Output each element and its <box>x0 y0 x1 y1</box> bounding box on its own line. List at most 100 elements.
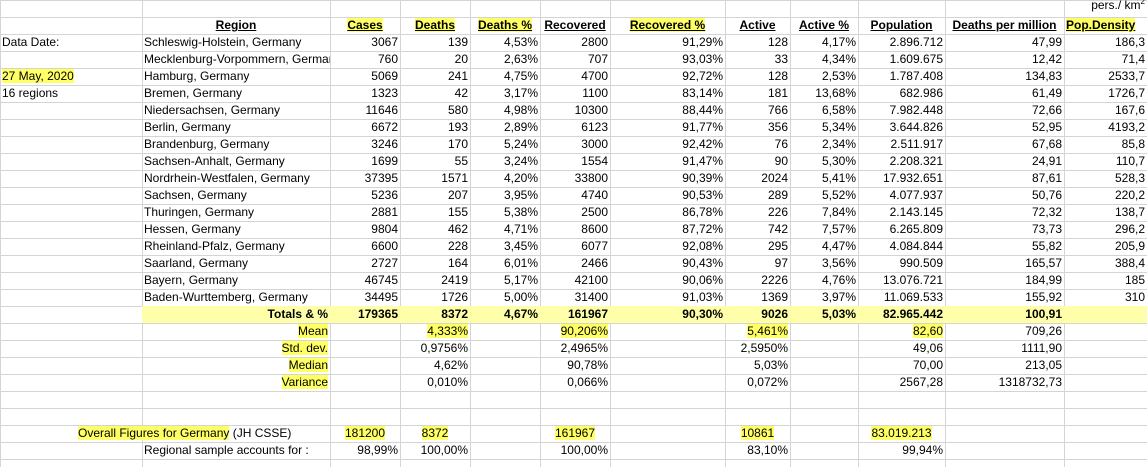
stat-dpm[interactable]: 49,06 <box>858 340 945 356</box>
data-cell[interactable]: 17.932.651 <box>882 171 943 185</box>
data-cell[interactable]: 13.076.721 <box>882 273 943 287</box>
data-cell[interactable]: 3,97% <box>821 290 856 304</box>
data-cell[interactable]: 4,98% <box>503 103 538 117</box>
data-cell[interactable]: 1.609.675 <box>889 52 943 66</box>
stat-dpm[interactable]: 2567,28 <box>858 374 945 390</box>
data-cell[interactable]: 3246 <box>371 137 398 151</box>
header-region[interactable]: Region <box>142 17 330 33</box>
data-cell[interactable]: 52,95 <box>1031 120 1062 134</box>
data-cell[interactable]: 5,00% <box>503 290 538 304</box>
data-cell[interactable]: 5,34% <box>821 120 856 134</box>
data-cell[interactable]: 228 <box>447 239 468 253</box>
totals-cell[interactable]: 90,30% <box>682 307 723 321</box>
data-cell[interactable]: 13,68% <box>815 86 856 100</box>
data-cell[interactable]: 164 <box>447 256 468 270</box>
data-cell[interactable]: 6,01% <box>503 256 538 270</box>
data-cell[interactable]: 7,84% <box>821 205 856 219</box>
data-cell[interactable]: 226 <box>767 205 788 219</box>
data-cell[interactable]: 241 <box>447 69 468 83</box>
stat-active-pct[interactable]: 5,461% <box>725 323 790 339</box>
data-cell[interactable]: 67,68 <box>1031 137 1062 151</box>
stat-recovered-pct[interactable]: 2,4965% <box>540 340 610 356</box>
data-cell[interactable]: 6.265.809 <box>889 222 943 236</box>
data-cell[interactable]: 90,39% <box>682 171 723 185</box>
data-cell[interactable]: 91,77% <box>682 120 723 134</box>
region-name-cell[interactable]: Nordrhein-Westfalen, Germany <box>144 171 310 185</box>
sample-cases[interactable]: 98,99% <box>357 443 398 457</box>
data-cell[interactable]: 128 <box>767 69 788 83</box>
data-cell[interactable]: 5,30% <box>821 154 856 168</box>
region-name-cell[interactable]: Niedersachsen, Germany <box>144 103 281 117</box>
region-name-cell[interactable]: Hamburg, Germany <box>144 69 250 83</box>
header-recovered-pct[interactable]: Recovered % <box>610 17 725 33</box>
data-cell[interactable]: 1699 <box>371 154 398 168</box>
sample-active[interactable]: 83,10% <box>747 443 788 457</box>
data-cell[interactable]: 6077 <box>581 239 608 253</box>
stat-density[interactable]: 213,05 <box>1025 358 1062 372</box>
data-cell[interactable]: 2,89% <box>503 120 538 134</box>
stat-deaths-pct[interactable]: 4,62% <box>400 357 470 373</box>
data-cell[interactable]: 31400 <box>574 290 608 304</box>
data-cell[interactable]: 6600 <box>371 239 398 253</box>
data-cell[interactable]: 4,17% <box>821 35 856 49</box>
data-cell[interactable]: 1726 <box>441 290 468 304</box>
data-cell[interactable]: 5236 <box>371 188 398 202</box>
data-cell[interactable]: 134,83 <box>1025 69 1062 83</box>
data-cell[interactable]: 92,72% <box>682 69 723 83</box>
data-cell[interactable]: 3,17% <box>503 86 538 100</box>
overall-population[interactable]: 83.019.213 <box>858 425 945 441</box>
data-cell[interactable]: 2419 <box>441 273 468 287</box>
data-cell[interactable]: 42 <box>454 86 468 100</box>
region-name-cell[interactable]: Bremen, Germany <box>144 86 243 100</box>
data-cell[interactable]: 2881 <box>371 205 398 219</box>
data-cell[interactable]: 3,95% <box>503 188 538 202</box>
data-cell[interactable]: 4,47% <box>821 239 856 253</box>
data-cell[interactable]: 76 <box>774 137 788 151</box>
stat-density[interactable]: 1111,90 <box>1021 341 1062 355</box>
totals-cell[interactable]: 8372 <box>441 307 468 321</box>
data-cell[interactable]: 207 <box>447 188 468 202</box>
data-cell[interactable]: 388,4 <box>1114 256 1145 270</box>
data-cell[interactable]: 3,24% <box>503 154 538 168</box>
data-cell[interactable]: 91,47% <box>682 154 723 168</box>
data-cell[interactable]: 7.982.448 <box>889 103 943 117</box>
data-cell[interactable]: 760 <box>377 52 398 66</box>
data-cell[interactable]: 4.077.937 <box>889 188 943 202</box>
data-cell[interactable]: 4700 <box>581 69 608 83</box>
data-cell[interactable]: 167,6 <box>1114 103 1145 117</box>
data-cell[interactable]: 220,2 <box>1114 188 1145 202</box>
data-cell[interactable]: 2533,7 <box>1108 69 1145 83</box>
data-cell[interactable]: 87,72% <box>682 222 723 236</box>
overall-figures-label[interactable]: Overall Figures for Germany (JH CSSE) <box>76 425 336 441</box>
data-cell[interactable]: 155,92 <box>1025 290 1062 304</box>
data-cell[interactable]: 4,75% <box>503 69 538 83</box>
data-cell[interactable]: 6672 <box>371 120 398 134</box>
data-cell[interactable]: 47,99 <box>1031 35 1062 49</box>
data-cell[interactable]: 4193,2 <box>1108 120 1145 134</box>
totals-label[interactable]: Totals & % <box>267 307 328 321</box>
stat-recovered-pct[interactable]: 90,78% <box>540 357 610 373</box>
data-cell[interactable]: 2,34% <box>821 137 856 151</box>
data-cell[interactable]: 87,61 <box>1031 171 1062 185</box>
data-cell[interactable]: 90,06% <box>682 273 723 287</box>
data-cell[interactable]: 766 <box>767 103 788 117</box>
data-cell[interactable]: 155 <box>447 205 468 219</box>
region-name-cell[interactable]: Sachsen, Germany <box>144 188 247 202</box>
stat-dpm[interactable]: 70,00 <box>858 357 945 373</box>
data-cell[interactable]: 85,8 <box>1121 137 1145 151</box>
header-deaths[interactable]: Deaths <box>400 17 470 33</box>
regions-count[interactable]: 16 regions <box>2 86 59 100</box>
data-cell[interactable]: 1369 <box>761 290 788 304</box>
data-cell[interactable]: 55,82 <box>1031 239 1062 253</box>
data-cell[interactable]: 83,14% <box>682 86 723 100</box>
overall-cases[interactable]: 181200 <box>330 425 400 441</box>
header-pop-density[interactable]: Pop.Density <box>1064 17 1147 33</box>
data-cell[interactable]: 4740 <box>581 188 608 202</box>
data-cell[interactable]: 2.143.145 <box>889 205 943 219</box>
data-cell[interactable]: 1.787.408 <box>889 69 943 83</box>
totals-cell[interactable]: 100,91 <box>1025 307 1062 321</box>
data-cell[interactable]: 2.896.712 <box>889 35 943 49</box>
region-name-cell[interactable]: Bayern, Germany <box>144 273 239 287</box>
data-cell[interactable]: 356 <box>767 120 788 134</box>
data-cell[interactable]: 2024 <box>761 171 788 185</box>
